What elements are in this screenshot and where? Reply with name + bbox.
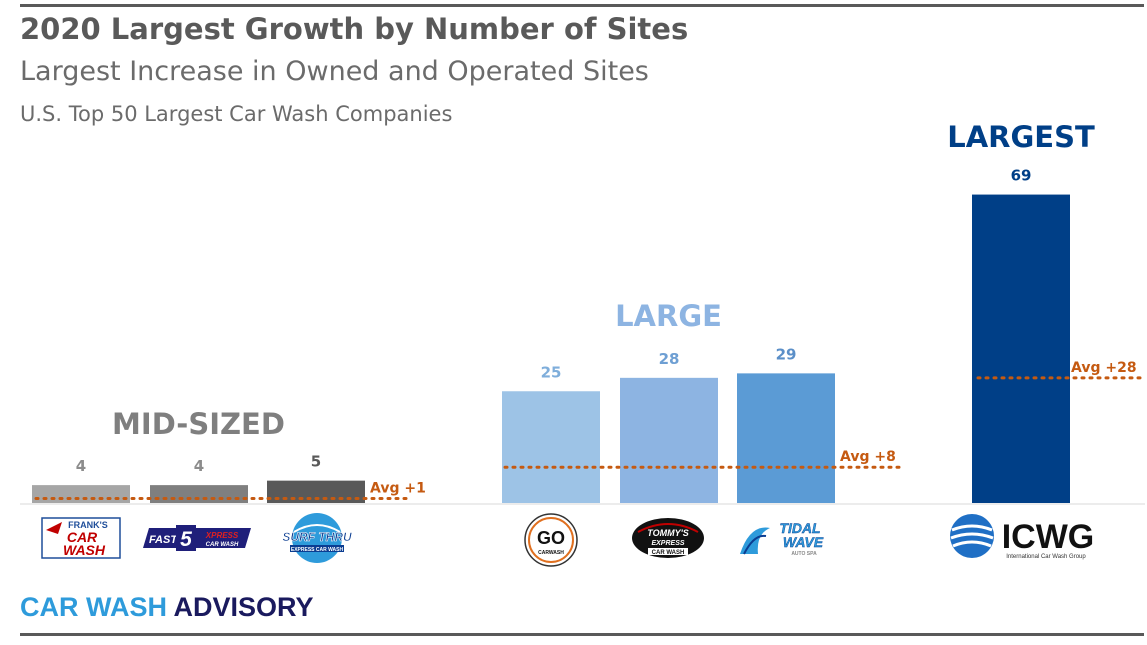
svg-text:GO: GO	[537, 528, 565, 548]
svg-text:WASH: WASH	[63, 542, 106, 558]
bar-value-label-1: 4	[76, 457, 86, 475]
svg-text:FRANK'S: FRANK'S	[68, 520, 108, 530]
svg-text:EXPRESS CAR WASH: EXPRESS CAR WASH	[291, 547, 344, 553]
brand-footer-part2: ADVISORY	[173, 592, 314, 622]
svg-text:AUTO SPA: AUTO SPA	[791, 551, 817, 557]
chart-subtitle: Largest Increase in Owned and Operated S…	[20, 56, 649, 87]
brand-footer: CAR WASH ADVISORY	[20, 592, 314, 623]
chart-subtitle-secondary: U.S. Top 50 Largest Car Wash Companies	[20, 102, 453, 126]
svg-text:TOMMY'S: TOMMY'S	[647, 528, 688, 538]
avg-label-1: Avg +1	[370, 481, 426, 497]
bar-value-label-4: 25	[541, 363, 562, 381]
svg-text:EXPRESS: EXPRESS	[651, 540, 684, 547]
avg-label-3: Avg +28	[1071, 360, 1137, 376]
svg-text:CAR WASH: CAR WASH	[652, 550, 685, 556]
bar-1	[32, 485, 130, 503]
bar-7	[972, 194, 1070, 503]
group-label-largest: LARGEST	[947, 120, 1095, 154]
svg-text:International Car Wash Group: International Car Wash Group	[1006, 554, 1086, 560]
bar-value-label-2: 4	[194, 457, 204, 475]
bar-2	[150, 485, 248, 503]
surf-thru-logo: SURF THRU EXPRESS CAR WASH	[282, 513, 352, 563]
bar-value-label-3: 5	[311, 453, 321, 471]
chart-title: 2020 Largest Growth by Number of Sites	[20, 12, 689, 46]
svg-text:ICWG: ICWG	[1002, 518, 1095, 556]
bar-4	[502, 391, 600, 503]
bar-value-label-7: 69	[1011, 167, 1032, 185]
svg-text:CARWASH: CARWASH	[538, 550, 564, 556]
tidal-wave-logo: TIDAL WAVE AUTO SPA	[740, 520, 824, 557]
brand-footer-part1: CAR WASH	[20, 592, 167, 622]
top-rule	[20, 4, 1144, 7]
fast5-xpress-logo: FAST 5 XPRESS CAR WASH	[143, 525, 251, 551]
group-label-mid-sized: MID-SIZED	[112, 407, 285, 441]
svg-text:FAST: FAST	[149, 534, 178, 546]
svg-text:5: 5	[180, 528, 192, 551]
bar-value-label-6: 29	[776, 345, 797, 363]
tommys-express-logo: TOMMY'S EXPRESS CAR WASH	[632, 518, 704, 558]
icwg-logo: ICWG International Car Wash Group	[950, 514, 1094, 560]
svg-text:CAR: CAR	[67, 529, 98, 545]
franks-car-wash-logo: FRANK'S CAR WASH	[41, 517, 121, 559]
svg-text:XPRESS: XPRESS	[205, 531, 239, 540]
bottom-rule	[20, 633, 1144, 636]
avg-label-2: Avg +8	[840, 449, 896, 465]
group-label-large: LARGE	[615, 299, 722, 333]
svg-text:WAVE: WAVE	[783, 534, 824, 550]
svg-text:SURF THRU: SURF THRU	[282, 530, 352, 544]
bar-5	[620, 377, 718, 503]
svg-text:TIDAL: TIDAL	[779, 520, 820, 536]
svg-text:CAR WASH: CAR WASH	[206, 542, 239, 548]
bar-value-label-5: 28	[659, 350, 680, 368]
bar-6	[737, 373, 835, 503]
go-car-wash-logo: GO CARWASH	[524, 513, 578, 567]
